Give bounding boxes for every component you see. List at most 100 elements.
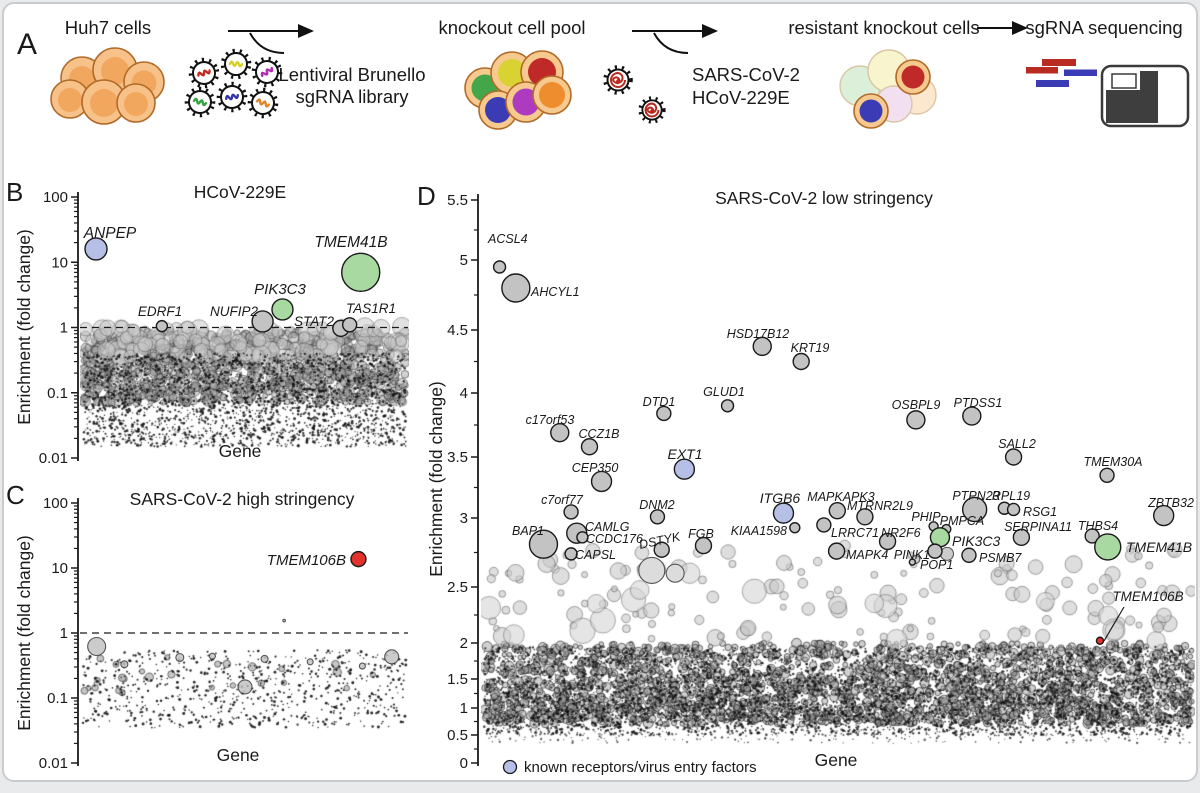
chart-title-C: SARS-CoV-2 high stringency [130, 489, 355, 509]
gene-point-NR2F6 [878, 532, 897, 551]
gene-label-TMEM41B: TMEM41B [1126, 539, 1192, 555]
library-label-line2: sgRNA library [295, 86, 409, 107]
gene-label-CAMLG: CAMLG [585, 520, 630, 534]
y-tick-label: 0 [460, 755, 468, 772]
gene-point-CCDC176 [576, 531, 589, 544]
y-tick-label: 2 [460, 635, 468, 652]
gene-label-LRRC71: LRRC71 [831, 526, 879, 540]
gene-label-PSMB7: PSMB7 [979, 551, 1022, 565]
gene-label-DTD1: DTD1 [643, 395, 676, 409]
coronavirus-icon [603, 65, 666, 124]
gene-label-PTDSS1: PTDSS1 [954, 396, 1003, 410]
gene-point-AHCYL1 [501, 273, 531, 303]
gene-label-KRT19: KRT19 [791, 341, 830, 355]
huh7-cells-icon [50, 47, 165, 125]
gene-point-c17orf53 [550, 422, 570, 443]
gene-point-BAP1 [528, 529, 559, 559]
gene-label-AHCYL1: AHCYL1 [530, 285, 580, 299]
scatter-point [358, 662, 366, 670]
gene-point-KIAA1598 [789, 521, 801, 534]
gene-label-ACSL4: ACSL4 [487, 232, 528, 246]
gene-point-CCZ1B [580, 438, 599, 456]
gene-point-SERPINA11 [1012, 528, 1031, 547]
y-tick-label: 1 [60, 625, 68, 642]
library-label-line1: Lentiviral Brunello [278, 64, 425, 85]
panel-a-letter: A [17, 28, 37, 61]
gene-label-RSG1: RSG1 [1023, 505, 1057, 519]
gene-point-ACSL4 [492, 260, 507, 274]
gene-point-TMEM41B [1094, 533, 1122, 561]
gene-point-TMEM41B [341, 252, 381, 293]
gene-point-DNM2 [649, 509, 666, 525]
gene-point-TMEM30A [1099, 467, 1115, 483]
scatter-point [306, 658, 314, 666]
gene-label-NUFIP2: NUFIP2 [210, 304, 259, 319]
scatter-point [120, 660, 129, 669]
gene-label-DNM2: DNM2 [639, 498, 674, 512]
gene-point-MAPKAPK3 [828, 501, 846, 520]
gene-point-EXT1 [673, 458, 696, 480]
gene-point-PINK1 [927, 543, 943, 559]
y-axis-label-B: Enrichment (fold change) [14, 229, 34, 425]
scatter-point [237, 679, 253, 695]
gene-label-ITGB6: ITGB6 [760, 490, 801, 506]
gene-point-TMEM106B [1095, 636, 1105, 645]
gene-point-EDRF1 [155, 319, 169, 333]
gene-label-CCDC176: CCDC176 [586, 532, 643, 546]
y-axis-label-D: Enrichment (fold change) [426, 381, 446, 577]
gene-point-KRT19 [792, 352, 810, 371]
resistant-knockout-cells-icon [839, 49, 937, 129]
y-tick-label: 100 [43, 189, 68, 206]
gene-point-c7orf77 [563, 504, 579, 520]
gene-point-PSMB7 [961, 547, 977, 563]
y-tick-label: 10 [51, 560, 68, 577]
scatter-point [175, 652, 185, 663]
gene-point-ZBTB32 [1152, 504, 1175, 527]
gene-point-ITGB6 [772, 502, 795, 524]
gene-point-THBS4 [1084, 528, 1100, 544]
chart-panel-C: 100 10 1 0.1 0.01 TMEM106B C SARS-CoV-2 high st… [6, 480, 408, 772]
sequencing-label: sgRNA sequencing [1025, 17, 1182, 38]
chart-title-B: HCoV-229E [194, 182, 286, 202]
workflow-diagram: A Huh7 cells Lent [17, 17, 1190, 130]
gene-label-MAPKAPK3: MAPKAPK3 [807, 490, 874, 504]
sequencer-icon [1100, 64, 1190, 128]
scatter-point [87, 636, 107, 657]
gene-label-TMEM106B: TMEM106B [267, 552, 346, 569]
gene-label-THBS4: THBS4 [1078, 519, 1118, 533]
gene-label-TMEM106B: TMEM106B [1112, 589, 1183, 604]
y-tick-label: 10 [51, 254, 68, 271]
gene-point-PTPN23 [961, 496, 988, 523]
y-tick-label: 0.01 [39, 450, 68, 467]
y-tick-label: 0.01 [39, 755, 68, 772]
scatter-point [208, 652, 216, 660]
gene-label-GLUD1: GLUD1 [703, 385, 745, 399]
gene-label-TMEM30A: TMEM30A [1083, 455, 1142, 469]
gene-label-ZBTB32: ZBTB32 [1147, 496, 1194, 510]
gene-label-RPL19: RPL19 [992, 489, 1030, 503]
legend-marker-icon [502, 759, 518, 775]
gene-label-KIAA1598: KIAA1598 [731, 524, 787, 538]
scatter-point [638, 556, 666, 584]
gene-point-ANPEP [84, 237, 108, 261]
scatter-point [665, 563, 685, 583]
gene-point-MTRNR2L9 [856, 508, 874, 526]
gene-point-PIK3C3 [271, 298, 294, 321]
gene-point-TAS1R1 [341, 317, 358, 333]
resistant-cells-label: resistant knockout cells [788, 17, 979, 38]
gene-label-MTRNR2L9: MTRNR2L9 [847, 499, 913, 513]
knockout-pool-label: knockout cell pool [438, 17, 585, 38]
y-tick-label: 5 [460, 252, 468, 269]
gene-label-ANPEP: ANPEP [83, 225, 137, 242]
gene-label-FGB: FGB [688, 527, 714, 541]
gene-point-CEP350 [590, 470, 613, 493]
panel-letter-D: D [417, 181, 436, 211]
virus-label-line1: SARS-CoV-2 [692, 64, 800, 85]
annotation-line [1103, 606, 1125, 642]
y-tick-label: 2.5 [447, 579, 468, 596]
y-tick-label: 100 [43, 495, 68, 512]
arrow-icon [632, 24, 718, 54]
gene-point-DTD1 [656, 405, 672, 422]
